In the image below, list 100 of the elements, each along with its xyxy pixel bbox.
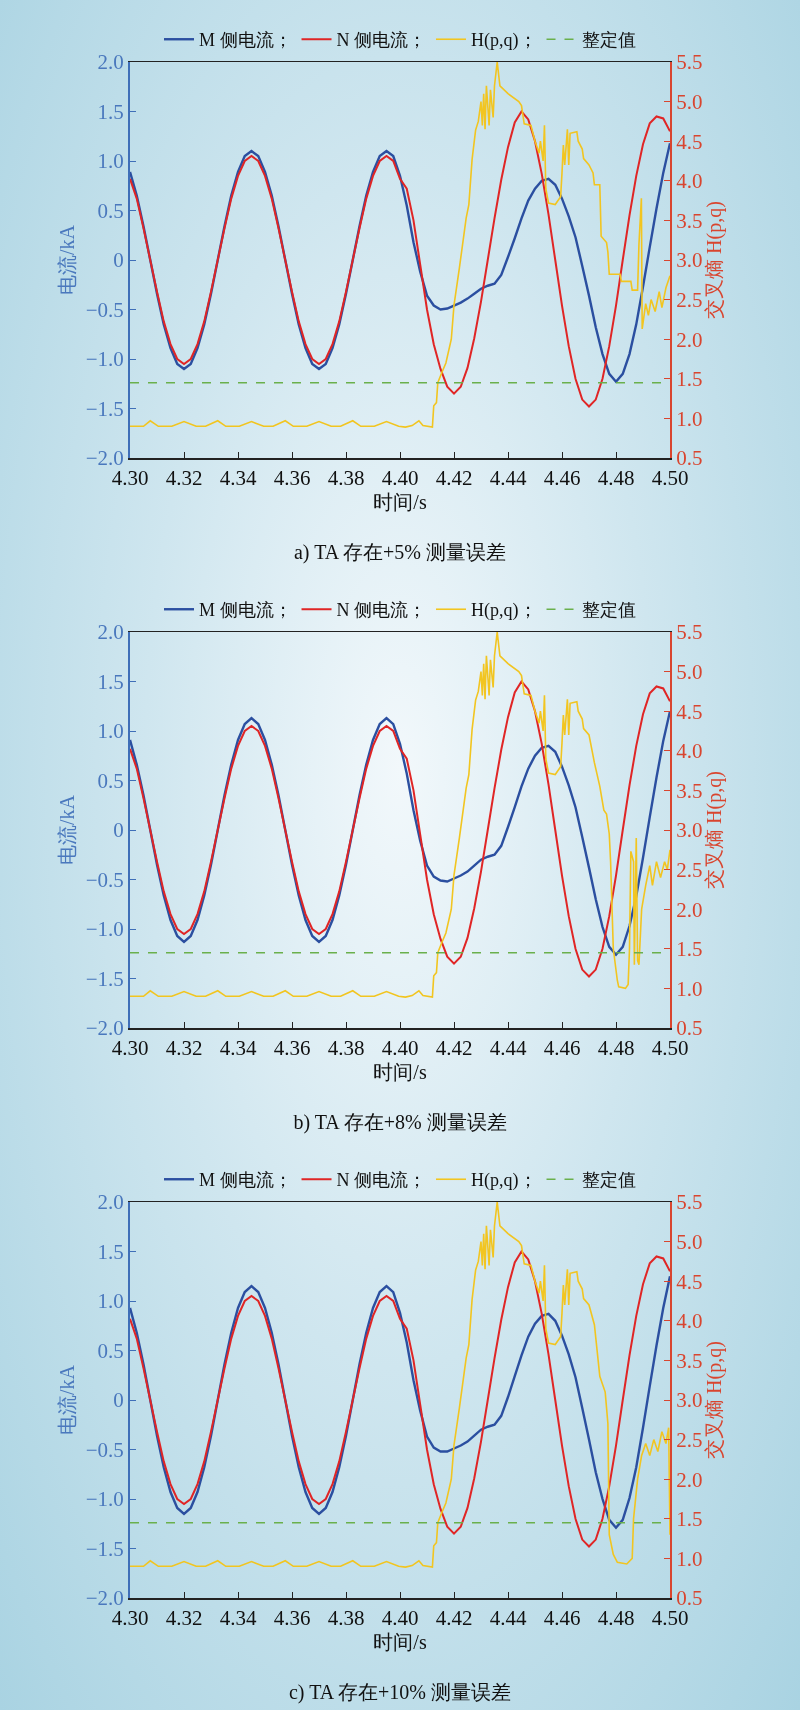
y2-tick-label: 3.5 <box>676 208 703 233</box>
y2-tick-label: 5.5 <box>676 620 703 645</box>
y2-tick-label: 3.5 <box>676 778 703 803</box>
y-tick-label: 1.5 <box>97 1239 124 1264</box>
y-tick-label: 2.0 <box>97 1190 124 1215</box>
y2-tick-label: 2.5 <box>676 1427 703 1452</box>
y2-tick-label: 2.0 <box>676 897 703 922</box>
legend-label: 整定值 <box>581 30 636 51</box>
x-tick-label: 4.42 <box>435 465 473 490</box>
y-tick-label: 2.0 <box>97 620 124 645</box>
y-tick-label: 0 <box>113 1388 124 1413</box>
x-tick-label: 4.42 <box>435 1035 473 1060</box>
y2-tick-label: 3.0 <box>676 1388 703 1413</box>
x-tick-label: 4.40 <box>381 1605 419 1630</box>
x-tick-label: 4.40 <box>381 465 419 490</box>
x-tick-label: 4.48 <box>597 1605 635 1630</box>
x-tick-label: 4.46 <box>543 1605 581 1630</box>
x-tick-label: 4.34 <box>219 1035 257 1060</box>
y2-tick-label: 4.0 <box>676 739 703 764</box>
y-tick-label: −1.5 <box>85 396 124 421</box>
y2-tick-label: 1.0 <box>676 406 703 431</box>
y-tick-label: 2.0 <box>97 50 124 75</box>
y-tick-label: 0 <box>113 248 124 273</box>
legend-label: M 侧电流； <box>199 30 292 51</box>
y2-tick-label: 1.5 <box>676 367 703 392</box>
x-tick-label: 4.32 <box>165 1035 203 1060</box>
legend-label: 整定值 <box>581 600 636 621</box>
y2-tick-label: 4.5 <box>676 699 703 724</box>
y-tick-label: 0 <box>113 818 124 843</box>
y-axis-title: 电流/kA <box>55 1364 78 1435</box>
legend-label: H(p,q)； <box>471 600 537 622</box>
y-tick-label: −0.5 <box>85 1437 124 1462</box>
y2-axis-title: 交叉熵 H(p,q) <box>703 1341 727 1459</box>
x-tick-label: 4.46 <box>543 1035 581 1060</box>
y-tick-label: −0.5 <box>85 297 124 322</box>
y2-tick-label: 4.0 <box>676 169 703 194</box>
y2-axis-title: 交叉熵 H(p,q) <box>703 201 727 319</box>
y-axis-title: 电流/kA <box>55 224 78 295</box>
text: c) TA 存在+10% 测量误差 <box>288 1680 512 1704</box>
y-tick-label: −1.0 <box>85 347 124 372</box>
y2-tick-label: 3.0 <box>676 818 703 843</box>
line-series <box>130 632 670 998</box>
x-tick-label: 4.44 <box>489 465 527 490</box>
y2-tick-label: 5.0 <box>676 89 703 114</box>
y-tick-label: 0.5 <box>97 1338 124 1363</box>
y2-tick-label: 2.5 <box>676 287 703 312</box>
y-tick-label: 1.5 <box>97 99 124 124</box>
y-tick-label: −1.5 <box>85 1536 124 1561</box>
y-tick-label: 0.5 <box>97 198 124 223</box>
y-tick-label: 1.0 <box>97 149 124 174</box>
x-tick-label: 4.40 <box>381 1035 419 1060</box>
y2-tick-label: 5.5 <box>676 50 703 75</box>
x-tick-label: 4.32 <box>165 465 203 490</box>
x-tick-label: 4.46 <box>543 465 581 490</box>
legend-label: M 侧电流； <box>199 1170 292 1191</box>
y-tick-label: 0.5 <box>97 768 124 793</box>
legend-label: M 侧电流； <box>199 600 292 621</box>
x-axis-title: 时间/s <box>373 1630 427 1653</box>
y2-tick-label: 5.0 <box>676 659 703 684</box>
x-tick-label: 4.42 <box>435 1605 473 1630</box>
x-tick-label: 4.38 <box>327 1605 365 1630</box>
legend-label: N 侧电流； <box>336 30 427 51</box>
y2-tick-label: 1.5 <box>676 937 703 962</box>
x-axis-title: 时间/s <box>373 1060 427 1083</box>
x-tick-label: 4.48 <box>597 465 635 490</box>
x-axis-title: 时间/s <box>373 490 427 513</box>
x-tick-label: 4.36 <box>273 1605 311 1630</box>
y2-tick-label: 1.5 <box>676 1507 703 1532</box>
x-tick-label: 4.36 <box>273 465 311 490</box>
y-tick-label: 1.0 <box>97 1289 124 1314</box>
x-tick-label: 4.34 <box>219 1605 257 1630</box>
legend-label: N 侧电流； <box>336 1170 427 1191</box>
y2-axis-title: 交叉熵 H(p,q) <box>703 771 727 889</box>
x-tick-label: 4.32 <box>165 1605 203 1630</box>
text: a) TA 存在+5% 测量误差 <box>293 540 507 564</box>
legend-label: H(p,q)； <box>471 30 537 52</box>
x-tick-label: 4.36 <box>273 1035 311 1060</box>
y2-tick-label: 5.5 <box>676 1190 703 1215</box>
legend-label: H(p,q)； <box>471 1170 537 1192</box>
x-tick-label: 4.44 <box>489 1605 527 1630</box>
y2-tick-label: 1.0 <box>676 976 703 1001</box>
y-axis-title: 电流/kA <box>55 794 78 865</box>
y-tick-label: 1.5 <box>97 669 124 694</box>
line-series <box>130 1202 670 1568</box>
x-tick-label: 4.44 <box>489 1035 527 1060</box>
line-series <box>130 710 670 956</box>
x-tick-label: 4.38 <box>327 1035 365 1060</box>
line-series <box>130 110 670 408</box>
line-series <box>130 62 670 428</box>
legend-label: 整定值 <box>581 1170 636 1191</box>
y2-tick-label: 4.0 <box>676 1309 703 1334</box>
y2-tick-label: 1.0 <box>676 1546 703 1571</box>
y2-tick-label: 3.0 <box>676 248 703 273</box>
y-tick-label: −1.0 <box>85 1487 124 1512</box>
x-tick-label: 4.38 <box>327 465 365 490</box>
x-tick-label: 4.48 <box>597 1035 635 1060</box>
y2-tick-label: 4.5 <box>676 1269 703 1294</box>
legend-label: N 侧电流； <box>336 600 427 621</box>
y-tick-label: −1.0 <box>85 917 124 942</box>
x-tick-label: 4.34 <box>219 465 257 490</box>
